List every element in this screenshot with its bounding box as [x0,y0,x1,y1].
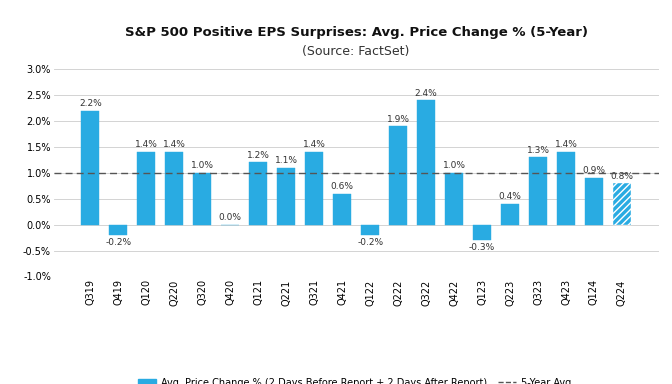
Bar [417,100,435,225]
Bar [333,194,351,225]
Bar [305,152,323,225]
Text: 1.4%: 1.4% [135,141,158,149]
Legend: Avg. Price Change % (2 Days Before Report + 2 Days After Report), 5-Year Avg.: Avg. Price Change % (2 Days Before Repor… [134,374,578,384]
Bar [389,126,407,225]
Bar [557,152,575,225]
Bar [193,173,212,225]
Text: -0.3%: -0.3% [469,243,495,252]
Text: S&P 500 Positive EPS Surprises: Avg. Price Change % (5-Year): S&P 500 Positive EPS Surprises: Avg. Pri… [125,26,587,38]
Bar [501,204,519,225]
Text: 1.2%: 1.2% [247,151,269,160]
Bar [137,152,155,225]
Text: 0.4%: 0.4% [499,192,521,201]
Text: 1.4%: 1.4% [163,141,185,149]
Bar [277,167,295,225]
Bar [361,225,379,235]
Text: 1.0%: 1.0% [191,161,214,170]
Text: -0.2%: -0.2% [357,238,383,247]
Bar [473,225,491,240]
Text: 1.4%: 1.4% [554,141,577,149]
Bar [81,111,99,225]
Text: 1.3%: 1.3% [527,146,550,155]
Text: 0.0%: 0.0% [219,213,242,222]
Text: 0.8%: 0.8% [610,172,634,180]
Text: 0.6%: 0.6% [331,182,353,191]
Bar [165,152,183,225]
Text: 2.2%: 2.2% [79,99,101,108]
Bar [585,178,603,225]
Text: 0.9%: 0.9% [583,166,605,175]
Text: 2.4%: 2.4% [415,89,437,98]
Text: 1.9%: 1.9% [386,114,410,124]
Text: (Source: FactSet): (Source: FactSet) [302,45,410,58]
Text: 1.0%: 1.0% [443,161,466,170]
Text: -0.2%: -0.2% [106,238,132,247]
Text: 1.4%: 1.4% [303,141,326,149]
Bar [529,157,547,225]
Text: 1.1%: 1.1% [275,156,298,165]
Bar [445,173,463,225]
Bar [249,162,267,225]
Bar [110,225,128,235]
Bar [613,183,631,225]
